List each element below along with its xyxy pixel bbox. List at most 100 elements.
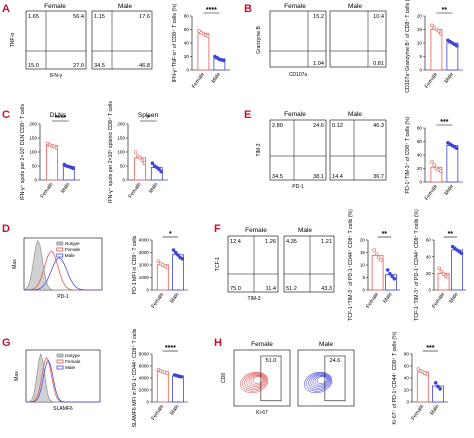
g-scatter-y-tick-label: 4000: [139, 376, 150, 381]
c-dlns-point-female: [54, 146, 59, 150]
c-spleen-y-tick-label: 200: [117, 122, 125, 127]
c-spleen-point-female: [138, 155, 142, 160]
d-hist-x-title: PD-1: [57, 294, 69, 300]
f-flow-y-axis-title: TCF-1: [215, 257, 221, 271]
b-scatter-y-tick-label: 10: [417, 41, 423, 46]
c-spleen-y-tick-label: 100: [117, 150, 125, 155]
e-scatter-x-tick-label: Male: [443, 184, 455, 197]
h-scatter-point-male: [433, 380, 438, 385]
b-female-quadrant-value: 1.04: [313, 61, 324, 67]
g-scatter-y-tick-label: 2000: [139, 388, 150, 393]
a-scatter-y-tick-label: 20: [184, 54, 190, 59]
e-female-quadrant-value: 38.1: [313, 174, 324, 180]
g-scatter-bar-female: [156, 371, 169, 403]
a-scatter-y-axis-title: IFN-γ⁺TNF-α⁺ of CD8⁺ T cells (%): [172, 3, 178, 82]
a-group-title-male: Male: [118, 3, 132, 10]
f-female-plot-frame: [227, 235, 279, 293]
h-flow-x-axis-title: Ki-67: [256, 410, 268, 416]
d-hist-curve-2: [24, 257, 102, 291]
c-dlns-y-axis-title: IFN-γ⁺ spots per 2×10⁵ DLN CD8⁺ T cells: [20, 104, 26, 200]
g-scatter-point-female: [165, 371, 169, 376]
e-male-quadrant-value: 36.7: [373, 174, 384, 180]
c-dlns-x-tick-label: Male: [60, 182, 72, 195]
b-flow-y-axis-title: Granzyme B: [256, 25, 262, 53]
g-scatter-y-tick-label: 8000: [139, 352, 150, 357]
d-scatter-y-tick-label: 0: [146, 288, 149, 293]
f-scatter1-bar-female: [371, 254, 384, 291]
e-flow-x-axis-title: PD-1: [292, 184, 304, 190]
f-scatter1-point-female: [376, 255, 381, 260]
d-scatter-point-male: [173, 250, 178, 255]
d-legend-label: Female: [65, 247, 81, 252]
c-dlns-y-tick-label: 50: [32, 164, 38, 169]
h-female-contour-line: [240, 371, 269, 394]
d-legend-label: Male: [65, 253, 75, 258]
b-scatter-y-tick-label: 5: [419, 54, 422, 59]
c-spleen-point-male: [150, 161, 155, 165]
c-spleen-title: Spleen: [138, 112, 159, 119]
g-hist-y-title: Max: [14, 371, 20, 381]
h-female-contour-line: [248, 374, 265, 387]
a-scatter-significance: ****: [206, 7, 217, 14]
e-female-quadrant-value: 2.80: [272, 123, 283, 129]
f-scatter2-y-tick-label: 60: [426, 238, 432, 243]
h-scatter-y-tick-label: 0: [406, 400, 409, 405]
f-scatter1-point-male: [388, 271, 392, 276]
b-male-quadrant-value: 10.4: [373, 14, 384, 20]
f-scatter1-point-male: [385, 268, 390, 272]
d-scatter-point-male: [171, 248, 176, 252]
g-scatter-significance: ****: [165, 345, 176, 352]
f-scatter2-point-male: [459, 251, 464, 256]
f-scatter2-significance: **: [448, 231, 454, 238]
h-male-contour-line: [304, 371, 333, 394]
f-scatter1-y-tick-label: 5: [362, 275, 365, 280]
b-scatter-point-male: [454, 43, 459, 48]
e-scatter-y-tick-label: 40: [417, 153, 423, 158]
d-scatter-point-female: [156, 259, 161, 264]
b-scatter-y-tick-label: 0: [419, 68, 422, 73]
e-female-quadrant-value: 34.5: [272, 174, 283, 180]
f-scatter1-point-female: [374, 251, 379, 256]
d-scatter-significance: *: [169, 231, 172, 238]
e-scatter-significance: ***: [440, 119, 448, 126]
h-scatter-x-tick-label: Female: [410, 404, 425, 422]
e-male-quadrant-value: 0.12: [332, 123, 343, 129]
f-male-quadrant-value: 1.21: [321, 239, 332, 245]
g-scatter-bar-male: [172, 375, 184, 403]
panel-label-a: A: [2, 3, 10, 15]
e-scatter-x-tick-label: Female: [424, 184, 439, 202]
b-scatter-significance: **: [442, 7, 448, 14]
f-female-quadrant-value: 11.4: [266, 286, 276, 292]
d-scatter-x-tick-label: Female: [150, 292, 165, 310]
h-male-gate-box: [324, 355, 346, 402]
e-scatter-point-female: [432, 163, 437, 167]
f-scatter2-y-axis-title: TCF-1⁻TIM-3⁺ of PD-1⁺CD44⁺ CD8⁺ T cells …: [414, 209, 420, 321]
a-male-quadrant-value: 1.15: [94, 14, 105, 20]
c-spleen-point-male: [159, 169, 163, 174]
c-dlns-y-tick-label: 200: [29, 122, 37, 127]
a-scatter-y-tick-label: 60: [184, 27, 190, 32]
f-group-title-female: Female: [245, 227, 267, 234]
a-flow-x-axis-title: IFN-γ: [50, 73, 63, 79]
g-scatter-x-tick-label: Female: [150, 404, 165, 422]
h-scatter-point-female: [425, 372, 430, 377]
c-spleen-point-female: [142, 161, 147, 165]
h-male-contours: [304, 371, 333, 394]
b-group-title-male: Male: [348, 3, 362, 10]
f-female-quadrant-value: 1.26: [265, 239, 276, 245]
e-group-title-female: Female: [284, 111, 306, 118]
h-scatter-y-axis-title: Ki-67⁺ of PD-1⁺CD44⁺ CD8⁺ T cells (%): [392, 331, 398, 424]
g-legend-swatch: [56, 353, 64, 358]
f-scatter2-point-female: [446, 274, 450, 279]
e-male-plot-frame: [329, 119, 387, 181]
b-female-plot-frame: [269, 10, 327, 68]
h-male-contour-line: [310, 374, 330, 389]
h-male-contour-line: [316, 376, 327, 384]
f-male-plot-frame: [283, 235, 335, 293]
h-group-title-male: Male: [319, 341, 333, 348]
e-male-quadrant-value: 14.4: [332, 174, 343, 180]
f-scatter2-point-female: [439, 269, 444, 274]
e-group-title-male: Male: [348, 111, 362, 118]
a-scatter-y-tick-label: 40: [184, 41, 190, 46]
f-scatter1-point-male: [392, 276, 397, 281]
